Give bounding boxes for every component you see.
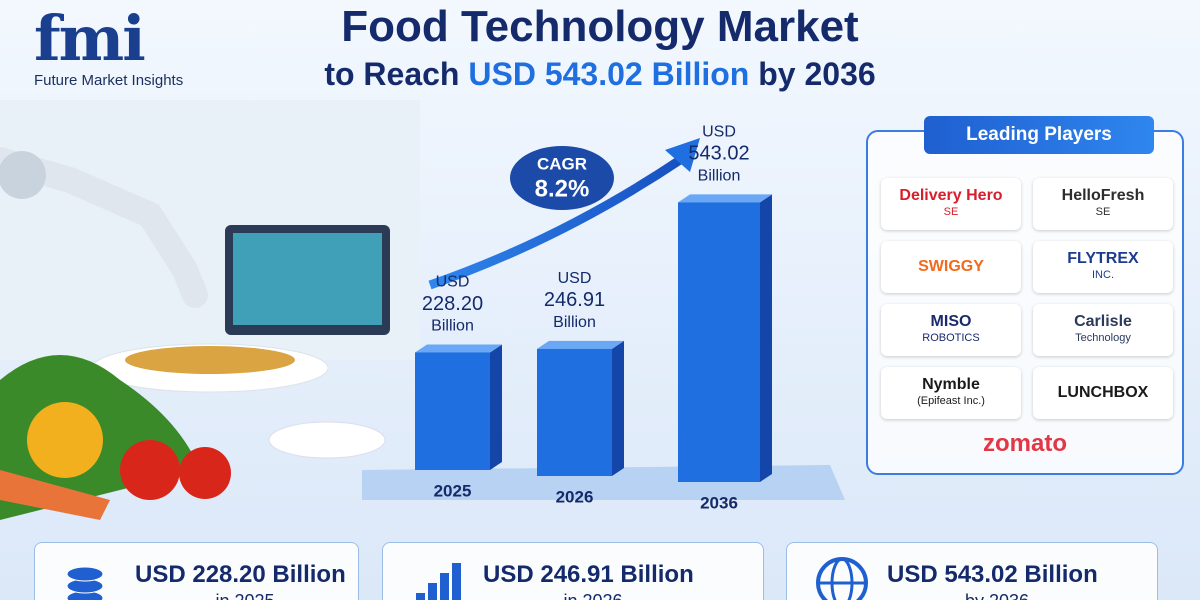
player-sub: INC. bbox=[1092, 269, 1114, 281]
carrot bbox=[0, 470, 110, 520]
bar-chart: USD 228.20 Billion 2025 USD 246.91 Billion 2026… bbox=[415, 124, 772, 512]
monitor-screen bbox=[233, 233, 382, 325]
player-name: Carlisle bbox=[1074, 313, 1132, 330]
player-logo: HelloFresh SE bbox=[1033, 178, 1173, 230]
player-name: FLYTREX bbox=[1067, 250, 1139, 267]
player-name: SWIGGY bbox=[918, 258, 984, 275]
summary-period: in 2026 bbox=[483, 591, 703, 600]
bar-icon bbox=[452, 563, 461, 600]
player-sub: Technology bbox=[1075, 332, 1131, 344]
summary-card: USD 228.20 Billion in 2025 bbox=[34, 542, 359, 600]
robot-arm bbox=[0, 147, 208, 308]
logo: fmi bbox=[34, 2, 146, 75]
bar-icon bbox=[428, 583, 437, 600]
subtitle: to Reach USD 543.02 Billion by 2036 bbox=[250, 52, 950, 96]
player-name: MISO bbox=[930, 313, 972, 330]
player-name: HelloFresh bbox=[1061, 187, 1145, 204]
player-name: Delivery Hero bbox=[899, 187, 1003, 204]
value-prefix: USD bbox=[702, 124, 736, 141]
icon bbox=[66, 566, 104, 600]
globe bbox=[830, 557, 854, 600]
globe bbox=[816, 557, 868, 600]
player-name: zomato bbox=[983, 430, 1067, 457]
value-prefix: USD bbox=[558, 270, 592, 287]
bar-top bbox=[678, 194, 772, 203]
icon bbox=[416, 563, 461, 600]
arrow-head bbox=[665, 138, 700, 172]
company-name: Future Market Insights bbox=[34, 72, 184, 89]
subtitle-text: to Reach bbox=[324, 56, 460, 92]
x-tick-label: 2025 bbox=[434, 481, 472, 500]
bar bbox=[415, 352, 490, 470]
trend-arrow bbox=[428, 156, 683, 290]
value-label: 246.91 bbox=[544, 289, 605, 311]
cagr-value: 8.2% bbox=[535, 175, 590, 202]
player-logo: Carlisle Technology bbox=[1033, 304, 1173, 356]
value-label: 543.02 bbox=[688, 143, 749, 165]
bar bbox=[537, 348, 612, 476]
bar bbox=[678, 202, 760, 482]
player-name: LUNCHBOX bbox=[1057, 384, 1149, 401]
cagr-label: CAGR bbox=[537, 154, 587, 173]
salad bbox=[125, 346, 295, 374]
value-suffix: Billion bbox=[698, 168, 741, 185]
subtitle-value: USD 543.02 Billion bbox=[468, 56, 750, 92]
robot-joint bbox=[0, 151, 46, 199]
tomato bbox=[120, 440, 180, 500]
player-sub: ROBOTICS bbox=[922, 332, 980, 344]
summary-card: USD 246.91 Billion in 2026 bbox=[382, 542, 764, 600]
summary-period: by 2036 bbox=[887, 591, 1107, 600]
summary-value: USD 246.91 Billion bbox=[483, 561, 694, 588]
bar-top bbox=[415, 344, 502, 353]
icon bbox=[816, 557, 868, 600]
player-logo: MISO ROBOTICS bbox=[881, 304, 1021, 356]
bar-icon bbox=[416, 593, 425, 600]
player-sub: (Epifeast Inc.) bbox=[917, 395, 985, 407]
summary-period: in 2025 bbox=[135, 591, 355, 600]
pepper bbox=[27, 402, 103, 478]
bar-top bbox=[537, 340, 624, 349]
bar-side bbox=[490, 344, 502, 470]
player-logo: FLYTREX INC. bbox=[1033, 241, 1173, 293]
bowl bbox=[268, 421, 386, 459]
summary-value: USD 228.20 Billion bbox=[135, 561, 346, 588]
player-logo: Delivery Hero SE bbox=[881, 178, 1021, 230]
tomato bbox=[179, 447, 231, 499]
value-prefix: USD bbox=[436, 274, 470, 291]
player-sub: SE bbox=[1095, 206, 1111, 218]
summary-card: USD 543.02 Billion by 2036 bbox=[786, 542, 1158, 600]
subtitle-text: by 2036 bbox=[758, 56, 876, 92]
coin bbox=[66, 566, 104, 582]
player-name: Nymble bbox=[922, 376, 980, 393]
bar-icon bbox=[440, 573, 449, 600]
value-label: 228.20 bbox=[422, 293, 483, 315]
value-suffix: Billion bbox=[431, 318, 474, 335]
player-logo: LUNCHBOX bbox=[1033, 367, 1173, 419]
title: Food Technology Market bbox=[341, 2, 859, 51]
value-suffix: Billion bbox=[553, 314, 596, 331]
x-tick-label: 2036 bbox=[700, 493, 738, 512]
cagr-badge bbox=[510, 146, 614, 210]
player-logo: Nymble (Epifeast Inc.) bbox=[881, 367, 1021, 419]
summary-value: USD 543.02 Billion bbox=[887, 561, 1098, 588]
x-tick-label: 2026 bbox=[556, 487, 594, 506]
player-sub: SE bbox=[943, 206, 959, 218]
player-logo: zomato bbox=[955, 418, 1095, 470]
players-heading: Leading Players bbox=[924, 116, 1154, 154]
player-logo: SWIGGY bbox=[881, 241, 1021, 293]
bar-side bbox=[760, 194, 772, 482]
bar-side bbox=[612, 340, 624, 476]
